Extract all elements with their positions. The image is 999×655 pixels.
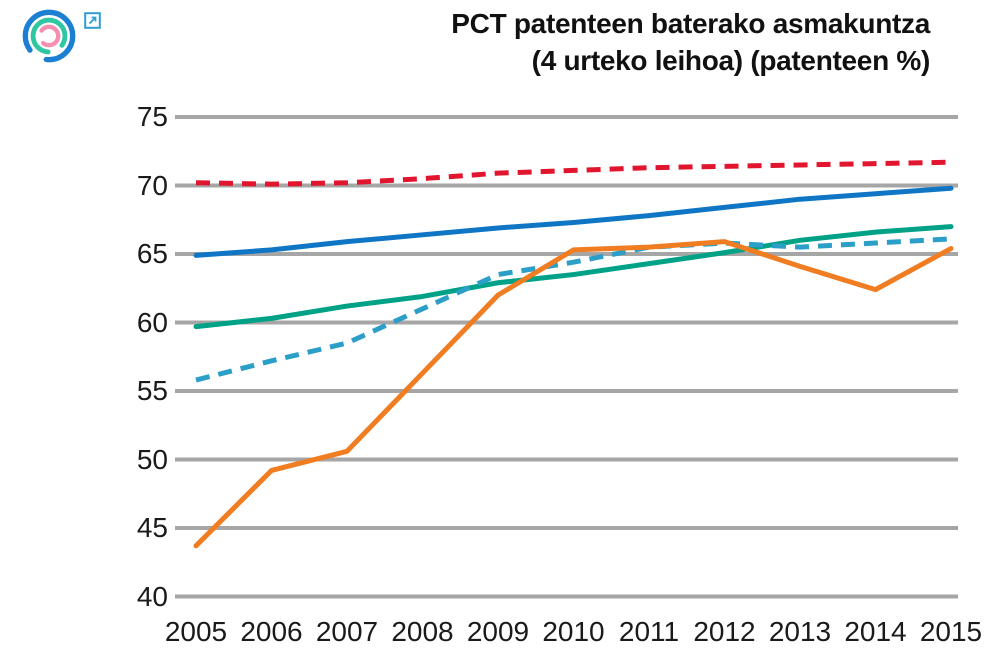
x-tick-label: 2005: [164, 616, 228, 647]
x-tick-label: 2015: [919, 616, 983, 647]
series-orange-solid-line: [193, 239, 954, 549]
x-tick-label: 2011: [618, 616, 680, 647]
external-link-icon[interactable]: [84, 12, 101, 29]
chart-title-line1: PCT patenteen baterako asmakuntza: [451, 8, 930, 39]
chart-title-line2: (4 urteko leihoa) (patenteen %): [531, 45, 931, 76]
y-tick-label: 75: [136, 101, 168, 132]
y-tick-label: 45: [136, 512, 168, 543]
series-green-solid-line: [193, 224, 954, 330]
series-red-dashed-line: [195, 159, 952, 187]
x-tick-label: 2010: [542, 616, 605, 647]
y-tick-label: 50: [136, 443, 168, 475]
series-teal-dashed-line: [195, 236, 952, 383]
series-blue-solid-line: [193, 185, 954, 258]
concentric-arcs-logo-icon: [22, 9, 76, 63]
x-tick-label: 2007: [315, 616, 379, 647]
y-tick-label: 70: [136, 169, 168, 201]
x-tick-label: 2006: [240, 616, 303, 647]
chart-title: PCT patenteen baterako asmakuntza (4 urt…: [0, 5, 930, 79]
x-tick-label: 2012: [693, 616, 756, 647]
y-tick-label: 65: [136, 238, 168, 269]
app-logo: [20, 7, 78, 65]
x-tick-label: 2013: [768, 616, 832, 647]
x-tick-label: 2009: [466, 616, 530, 647]
y-tick-label: 60: [136, 306, 168, 338]
x-tick-label: 2014: [844, 616, 907, 647]
y-tick-label: 40: [136, 580, 168, 612]
x-tick-label: 2008: [391, 616, 454, 647]
y-tick-label: 55: [136, 375, 168, 406]
